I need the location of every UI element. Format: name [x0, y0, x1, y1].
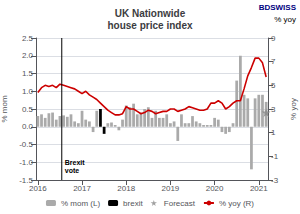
- svg-text:Brexit: Brexit: [65, 159, 86, 166]
- svg-text:% yoy: % yoy: [289, 98, 298, 120]
- svg-text:-3: -3: [271, 176, 279, 185]
- svg-text:0.0: 0.0: [22, 122, 34, 131]
- svg-text:9: 9: [271, 34, 276, 43]
- svg-text:2021: 2021: [250, 184, 268, 193]
- svg-text:% mom: % mom: [0, 95, 9, 122]
- svg-text:-1.5: -1.5: [19, 175, 33, 185]
- svg-text:2.0: 2.0: [22, 51, 34, 60]
- svg-text:2019: 2019: [162, 184, 180, 193]
- svg-text:Forecast: Forecast: [164, 199, 196, 208]
- svg-text:house price index: house price index: [107, 20, 192, 31]
- svg-text:2016: 2016: [29, 184, 47, 193]
- svg-text:2020: 2020: [206, 184, 224, 193]
- svg-text:2017: 2017: [73, 184, 91, 193]
- svg-text:5: 5: [271, 81, 276, 90]
- svg-text:0.5: 0.5: [22, 105, 34, 114]
- svg-text:vote: vote: [65, 167, 80, 174]
- svg-text:2.5: 2.5: [22, 34, 34, 43]
- svg-text:3: 3: [271, 105, 276, 114]
- svg-text:1.0: 1.0: [22, 87, 34, 96]
- svg-text:% yoy: % yoy: [274, 15, 296, 24]
- svg-text:brexit: brexit: [123, 199, 143, 208]
- svg-text:% mom (L): % mom (L): [61, 199, 100, 208]
- svg-text:-1.0: -1.0: [19, 158, 33, 167]
- svg-text:BDSWISS: BDSWISS: [259, 3, 297, 12]
- svg-text:-1: -1: [271, 152, 279, 161]
- svg-text:UK Nationwide: UK Nationwide: [115, 8, 186, 19]
- svg-text:% yoy (R): % yoy (R): [219, 199, 254, 208]
- svg-text:2018: 2018: [117, 184, 135, 193]
- svg-text:-0.5: -0.5: [19, 140, 33, 149]
- svg-text:1.5: 1.5: [22, 69, 34, 78]
- svg-text:7: 7: [271, 57, 276, 66]
- svg-text:1: 1: [271, 128, 276, 137]
